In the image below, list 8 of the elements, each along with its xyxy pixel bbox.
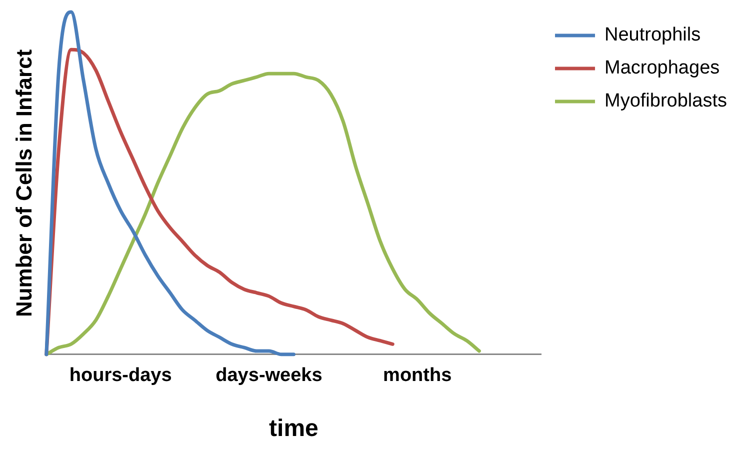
y-axis-title: Number of Cells in Infarct (11, 48, 36, 318)
legend-label: Neutrophils (604, 24, 701, 46)
x-tick-label: months (383, 365, 452, 386)
legend-label: Myofibroblasts (604, 90, 728, 112)
x-axis-title: time (269, 415, 318, 442)
legend-label: Macrophages (604, 58, 720, 79)
x-tick-label: hours-days (69, 365, 172, 386)
x-tick-label: days-weeks (216, 365, 322, 386)
